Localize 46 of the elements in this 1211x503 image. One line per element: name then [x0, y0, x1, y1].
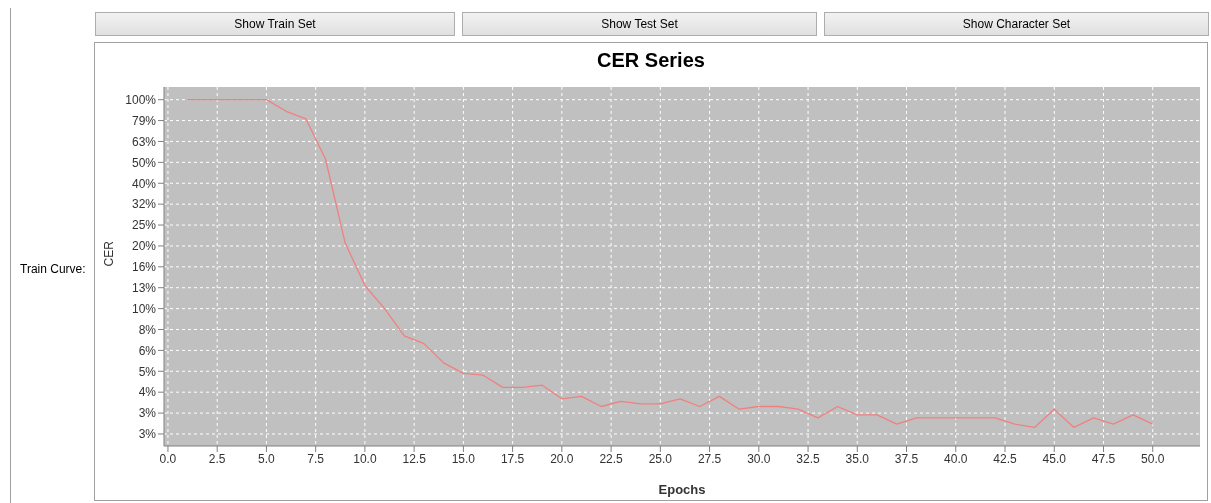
y-tick-label: 100% [125, 92, 157, 107]
y-tick-label: 25% [131, 218, 157, 233]
x-tick-label: 30.0 [747, 451, 771, 466]
y-tick-label: 3% [138, 427, 157, 442]
x-tick-label: 42.5 [993, 451, 1018, 466]
text: Show Character Set [824, 12, 1209, 36]
x-tick-label: 5.0 [258, 451, 276, 466]
x-tick-label: 50.0 [1141, 451, 1165, 466]
x-tick-label: 17.5 [500, 451, 525, 466]
x-tick-label: 20.0 [550, 451, 574, 466]
y-tick-label: 50% [131, 155, 157, 170]
y-tick-label: 79% [131, 113, 157, 128]
x-tick-label: 35.0 [845, 451, 870, 466]
x-tick-label: 27.5 [697, 451, 722, 466]
y-tick-label: 5% [138, 364, 157, 379]
y-tick-label: 20% [131, 239, 157, 254]
y-tick-label: 10% [131, 301, 157, 316]
y-tick-label: 32% [131, 197, 157, 212]
x-tick-label: 0.0 [159, 451, 177, 466]
y-tick-label: 40% [131, 176, 157, 191]
y-tick-label: 6% [138, 343, 157, 358]
y-tick-label: 8% [138, 322, 157, 337]
text: Train Curve: [20, 262, 86, 276]
y-tick-label: 3% [138, 406, 157, 421]
x-tick-label: 32.5 [796, 451, 821, 466]
x-tick-label: 10.0 [353, 451, 377, 466]
text: Show Test Set [462, 12, 817, 36]
y-tick-label: 63% [131, 134, 157, 149]
x-tick-label: 25.0 [648, 451, 673, 466]
x-tick-label: 12.5 [402, 451, 427, 466]
x-tick-label: 22.5 [599, 451, 624, 466]
x-tick-label: 15.0 [451, 451, 476, 466]
x-tick-label: 7.5 [307, 451, 325, 466]
x-tick-label: 2.5 [208, 451, 226, 466]
x-tick-label: 47.5 [1091, 451, 1116, 466]
y-axis-title: CER [102, 240, 117, 267]
y-tick-label: 4% [138, 385, 157, 400]
x-tick-label: 40.0 [944, 451, 968, 466]
x-axis-title: Epochs [658, 482, 706, 497]
x-tick-label: 37.5 [894, 451, 919, 466]
line-series [186, 99, 1154, 429]
text: Show Train Set [95, 12, 455, 36]
y-tick-label: 16% [131, 260, 157, 275]
x-tick-label: 45.0 [1042, 451, 1067, 466]
chart-title: CER Series [596, 49, 706, 72]
y-tick-label: 13% [131, 280, 157, 295]
